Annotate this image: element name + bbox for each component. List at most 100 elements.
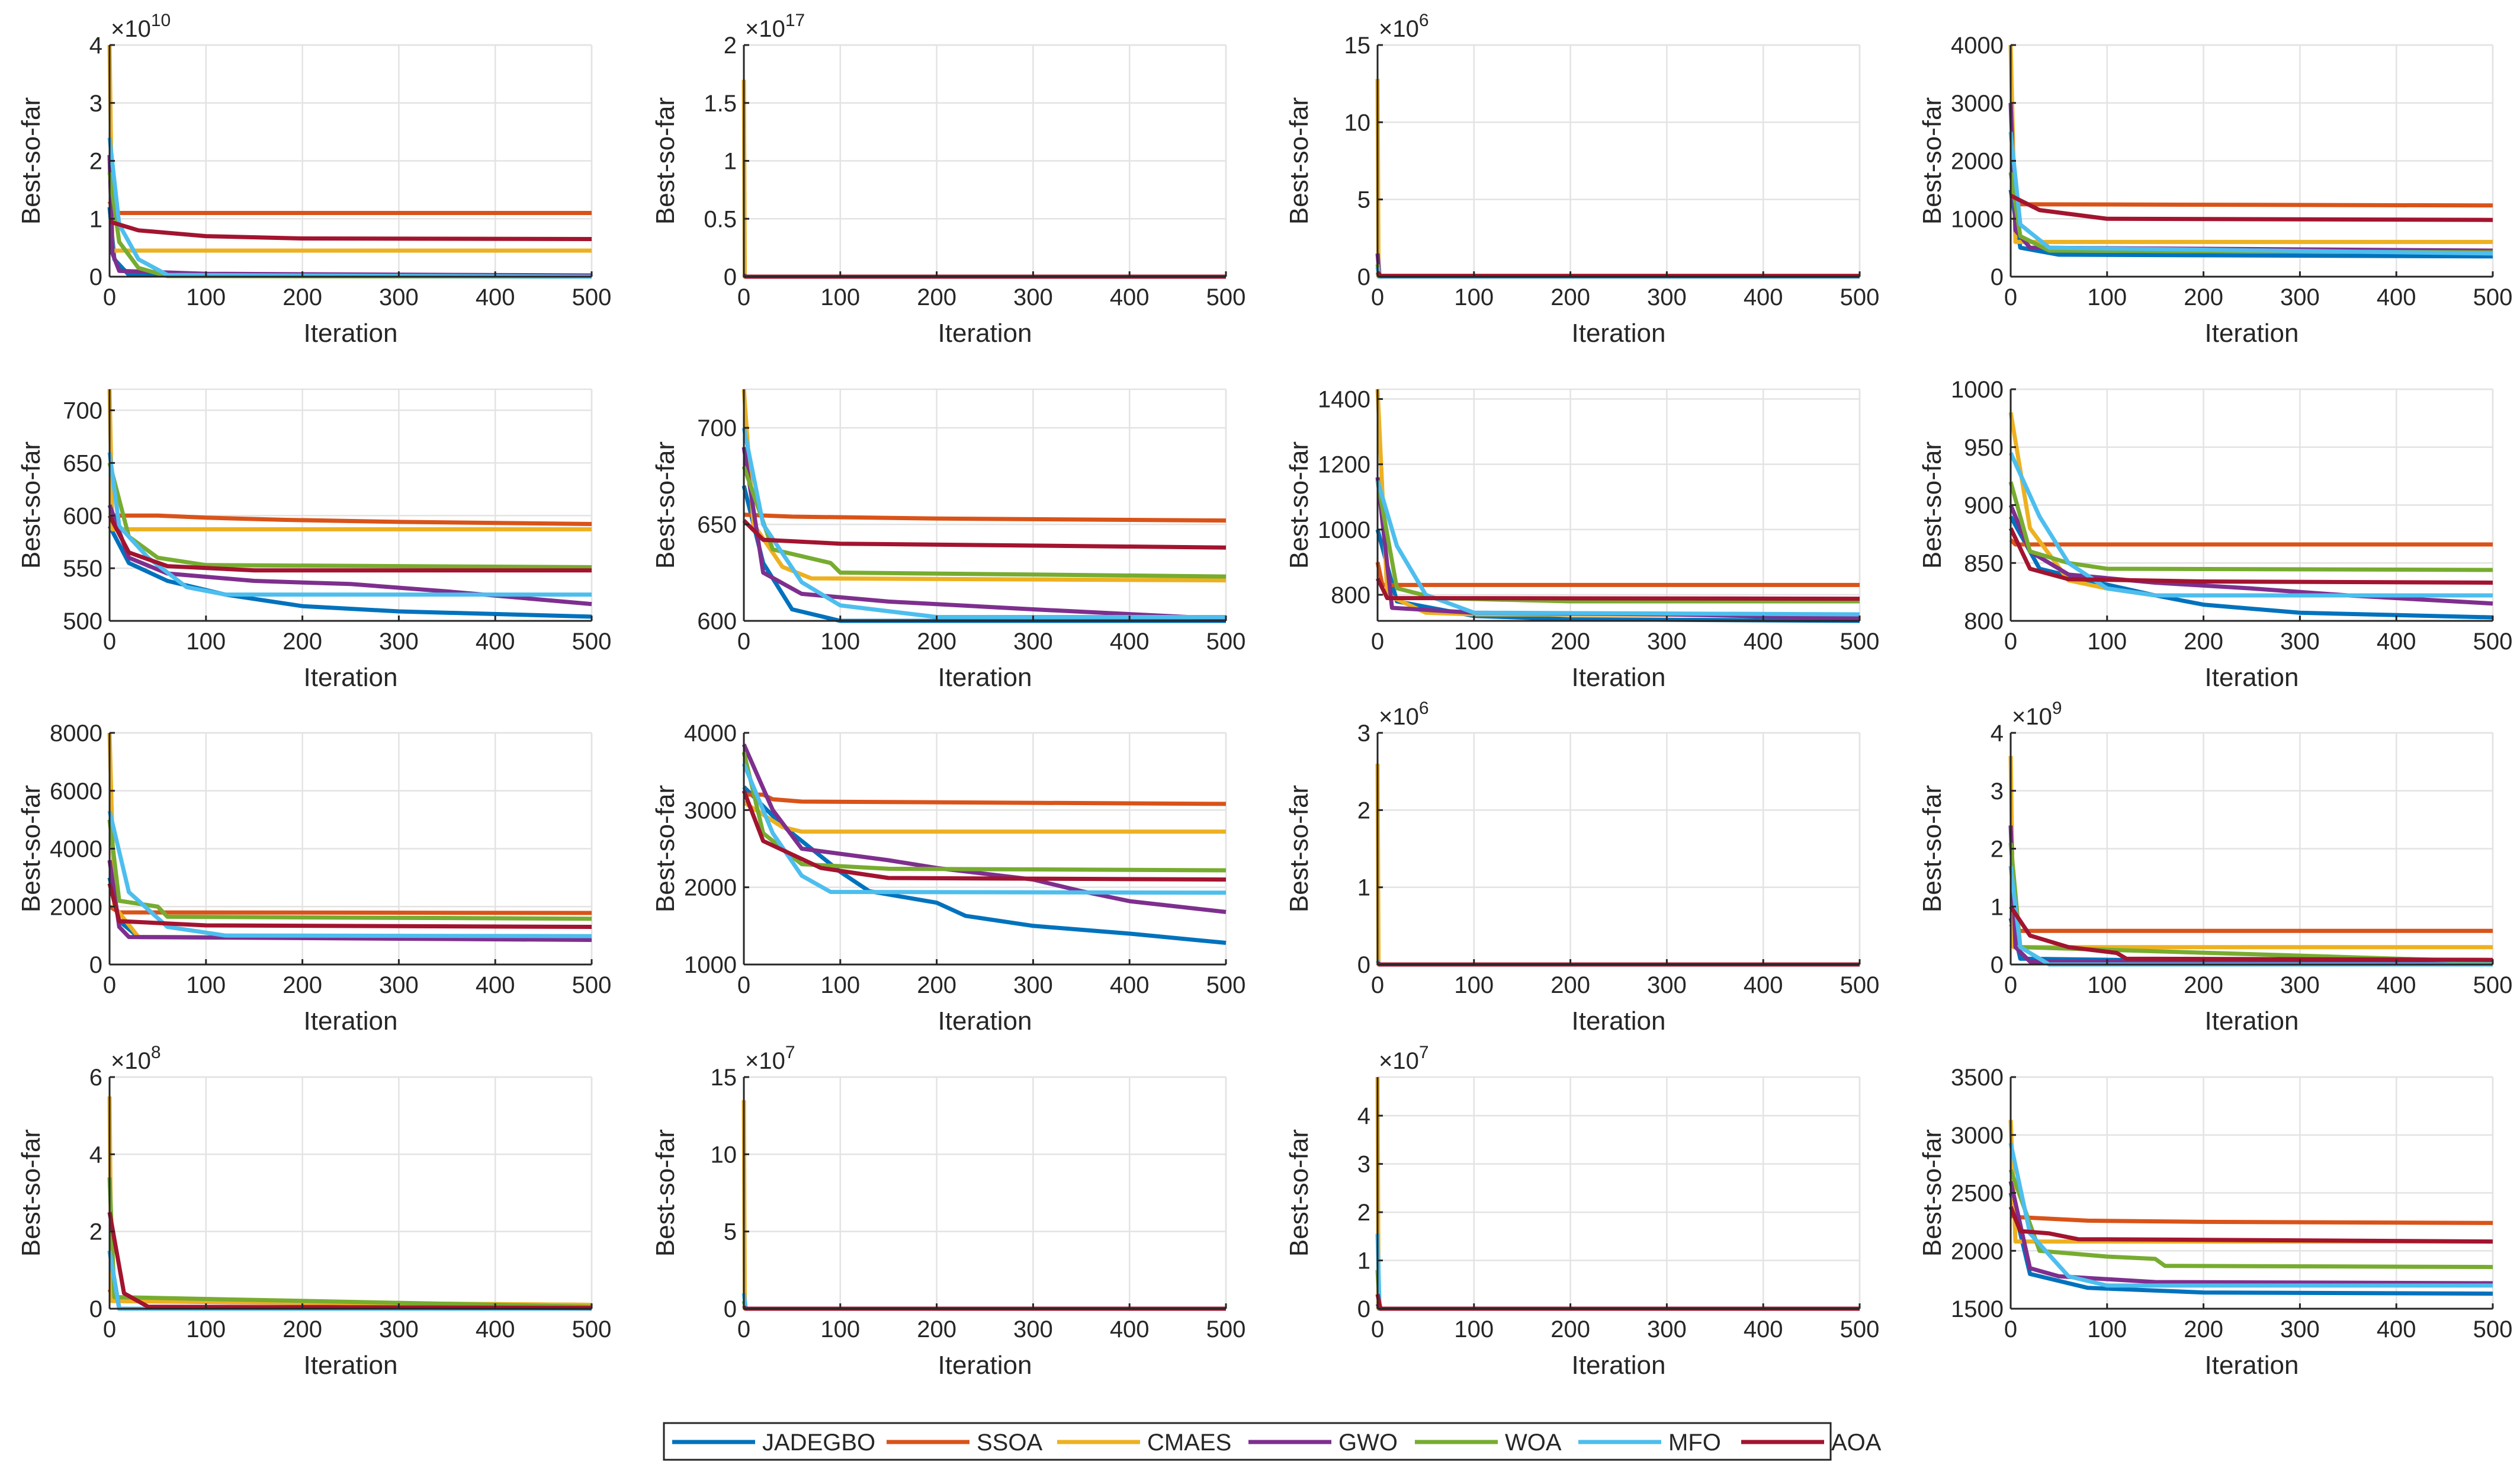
y-axis-label: Best-so-far	[1285, 97, 1314, 225]
y-tick-label: 8000	[50, 720, 102, 746]
x-tick-label: 100	[820, 1316, 860, 1342]
x-tick-label: 100	[1454, 1316, 1494, 1342]
y-tick-label: 850	[1964, 550, 2004, 576]
x-tick-label: 300	[1647, 1316, 1687, 1342]
x-tick-label: 100	[2087, 629, 2127, 655]
x-tick-label: 500	[1840, 629, 1880, 655]
series-line-woa	[107, 462, 592, 569]
y-tick-label: 0.5	[704, 206, 737, 232]
subplot-9: 0 100 200 300 400 500 0 2000 4000 6000 8000 Iterati…	[17, 720, 611, 1036]
x-tick-label: 400	[1110, 284, 1150, 310]
series-line-aoa	[108, 219, 592, 241]
plot-area	[1378, 733, 1860, 964]
x-tick-label: 0	[2004, 629, 2017, 655]
x-tick-label: 200	[283, 629, 322, 655]
x-tick-label: 300	[2280, 284, 2320, 310]
x-tick-label: 500	[572, 629, 612, 655]
plot-area	[744, 1077, 1226, 1309]
series-line-mfo	[2008, 1142, 2493, 1288]
y-tick-label: 600	[697, 608, 737, 635]
series-line-mfo	[107, 452, 592, 597]
x-axis-label: Iteration	[304, 663, 398, 692]
x-tick-label: 300	[2280, 629, 2320, 655]
x-tick-label: 200	[283, 284, 322, 310]
legend-label: WOA	[1505, 1430, 1562, 1456]
x-tick-label: 400	[1744, 284, 1783, 310]
x-axis-label: Iteration	[938, 319, 1032, 348]
y-tick-label: 1	[89, 206, 102, 232]
exponent-label: ×106	[1379, 698, 1429, 730]
series-line-aoa	[742, 519, 1227, 550]
y-tick-label: 1500	[1951, 1296, 2004, 1322]
x-tick-label: 0	[737, 1316, 750, 1342]
series-line-woa	[107, 819, 592, 921]
y-tick-label: 0	[1357, 264, 1370, 290]
plot-area	[744, 389, 1226, 621]
y-tick-label: 4000	[684, 720, 737, 746]
x-tick-label: 300	[379, 1316, 419, 1342]
legend-label: MFO	[1668, 1430, 1721, 1456]
legend-entry-aoa: AOA	[1741, 1430, 1882, 1456]
x-tick-label: 200	[283, 972, 322, 998]
series-line-mfo	[2008, 452, 2493, 598]
series-line-aoa	[107, 883, 592, 929]
y-tick-label: 2	[1357, 1200, 1370, 1226]
series-line-mfo	[107, 137, 592, 279]
exponent-label: ×106	[1379, 11, 1429, 42]
subplot-15: 0 100 200 300 400 500 0 1 2 3 4 ×107 Iteration Best-s…	[1285, 1043, 1879, 1380]
x-tick-label: 200	[917, 1316, 956, 1342]
y-tick-label: 2	[1357, 797, 1370, 823]
y-tick-label: 2	[89, 1219, 102, 1245]
x-axis-label: Iteration	[1572, 1351, 1666, 1380]
y-tick-label: 3	[89, 91, 102, 117]
x-tick-label: 0	[2004, 1316, 2017, 1342]
exponent-label: ×109	[2012, 698, 2062, 730]
x-tick-label: 300	[379, 284, 419, 310]
y-tick-label: 500	[63, 608, 102, 635]
y-tick-label: 15	[1344, 33, 1371, 59]
x-tick-label: 0	[103, 629, 116, 655]
series-line-jadegbo	[742, 785, 1227, 945]
exponent-label: ×108	[111, 1043, 161, 1074]
x-tick-label: 100	[820, 629, 860, 655]
y-axis-label: Best-so-far	[1285, 441, 1314, 569]
y-tick-label: 4	[89, 1142, 102, 1168]
y-tick-label: 3500	[1951, 1065, 2004, 1091]
subplot-3: 0 100 200 300 400 500 0 5 10 15 ×106 Iteration Best-…	[1285, 11, 1879, 348]
y-tick-label: 2000	[1951, 1238, 2004, 1264]
series-line-gwo	[107, 860, 592, 942]
x-tick-label: 400	[1110, 629, 1150, 655]
y-axis-label: Best-so-far	[17, 785, 46, 912]
y-tick-label: 2000	[50, 894, 102, 920]
y-tick-label: 700	[63, 398, 102, 424]
x-tick-label: 100	[1454, 972, 1494, 998]
y-tick-label: 3000	[684, 797, 737, 823]
x-tick-label: 200	[2184, 972, 2223, 998]
y-tick-label: 650	[63, 450, 102, 476]
x-axis-label: Iteration	[304, 319, 398, 348]
y-tick-label: 10	[711, 1142, 737, 1168]
x-tick-label: 300	[1013, 629, 1053, 655]
x-tick-label: 400	[2377, 1316, 2416, 1342]
y-tick-label: 1	[724, 149, 737, 175]
y-tick-label: 800	[1331, 582, 1370, 608]
plot-area	[1378, 389, 1860, 621]
y-tick-label: 1	[1357, 1248, 1370, 1274]
x-tick-label: 500	[2473, 629, 2513, 655]
y-tick-label: 3	[1991, 778, 2004, 805]
x-tick-label: 0	[2004, 284, 2017, 310]
plot-area	[744, 733, 1226, 964]
series-line-mfo	[741, 427, 1226, 619]
y-axis-label: Best-so-far	[1918, 785, 1947, 912]
series-line-cmaes	[107, 389, 592, 531]
legend-entry-gwo: GWO	[1248, 1430, 1398, 1456]
y-tick-label: 3	[1357, 1152, 1370, 1178]
x-axis-label: Iteration	[938, 1351, 1032, 1380]
y-axis-label: Best-so-far	[17, 97, 46, 225]
y-tick-label: 600	[63, 503, 102, 529]
x-axis-label: Iteration	[938, 1007, 1032, 1036]
y-axis-label: Best-so-far	[651, 1129, 680, 1257]
x-tick-label: 400	[476, 629, 515, 655]
series-line-mfo	[741, 762, 1227, 895]
x-tick-label: 0	[1371, 629, 1384, 655]
